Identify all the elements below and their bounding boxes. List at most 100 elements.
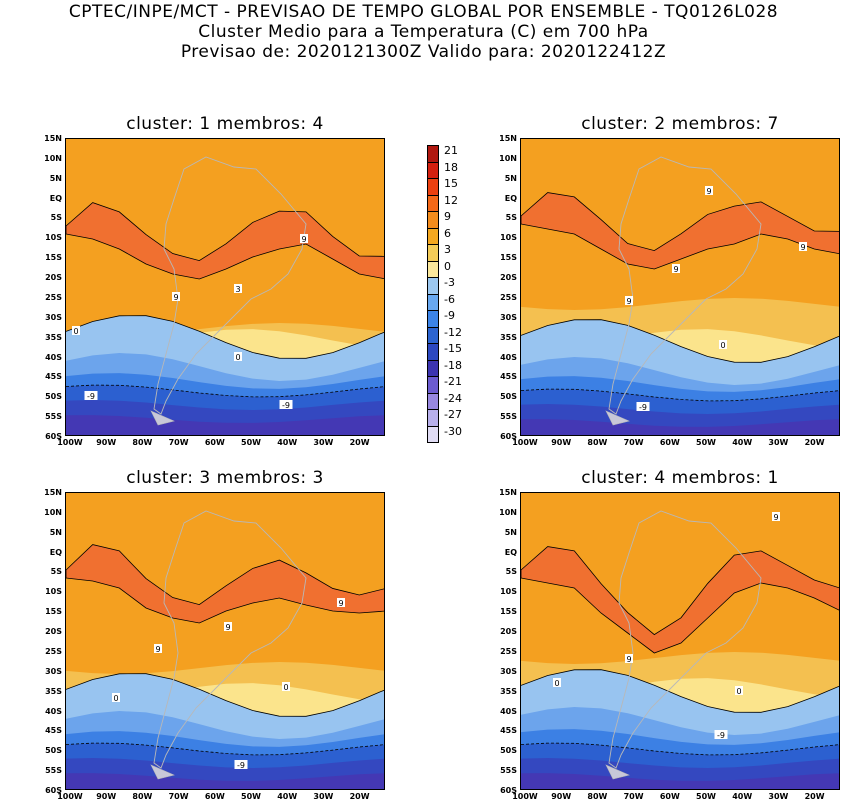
lat-tick-label: 55S bbox=[45, 412, 62, 422]
lat-tick-label: 30S bbox=[500, 666, 517, 676]
lat-tick-label: 20S bbox=[500, 273, 517, 283]
contour-minus9 bbox=[66, 742, 384, 756]
colorbar-segment bbox=[427, 145, 439, 163]
contour-label: 0 bbox=[282, 682, 290, 692]
lat-tick-label: 15S bbox=[45, 607, 62, 617]
lat-tick-label: 5S bbox=[50, 567, 62, 577]
colorbar-segment bbox=[427, 293, 439, 311]
lat-tick-label: 40S bbox=[500, 352, 517, 362]
colorbar-level-label: -24 bbox=[444, 391, 462, 405]
tierra-del-fuego bbox=[150, 410, 175, 426]
lon-tick-label: 70W bbox=[623, 792, 644, 801]
lon-tick-label: 50W bbox=[696, 438, 716, 447]
field-above-9 bbox=[521, 192, 839, 270]
lon-tick-label: 100W bbox=[57, 792, 83, 801]
panel-2-title: cluster: 2 membros: 7 bbox=[581, 114, 779, 134]
contour-label: 0 bbox=[735, 686, 743, 696]
lat-tick-label: EQ bbox=[504, 193, 517, 203]
lat-tick-label: EQ bbox=[49, 193, 62, 203]
map-panel-1: 9 9 3 0 0 -9 -9 bbox=[65, 138, 385, 436]
lat-tick-label: 40S bbox=[45, 706, 62, 716]
contour-label: 9 bbox=[337, 598, 345, 608]
field-below-minus15 bbox=[66, 415, 384, 435]
colorbar-level-label: 0 bbox=[444, 259, 451, 273]
lat-tick-label: 35S bbox=[45, 332, 62, 342]
contour-label: 9 bbox=[705, 186, 713, 196]
contour-label: 9 bbox=[672, 264, 680, 274]
colorbar-segment bbox=[427, 227, 439, 245]
lat-tick-label: 20S bbox=[45, 627, 62, 637]
lat-tick-label: 60S bbox=[45, 432, 62, 441]
lon-tick-label: 40W bbox=[277, 792, 298, 801]
svg-text:9: 9 bbox=[173, 293, 178, 302]
lon-tick-label: 40W bbox=[732, 792, 753, 801]
panel-3-title: cluster: 3 membros: 3 bbox=[126, 468, 324, 488]
lon-tick-label: 80W bbox=[132, 792, 153, 801]
contour-label: 9 bbox=[799, 242, 807, 252]
colorbar-level-label: 9 bbox=[444, 210, 451, 223]
contour-label: 9 bbox=[625, 654, 633, 664]
svg-text:0: 0 bbox=[73, 327, 78, 336]
colorbar-segment bbox=[427, 244, 439, 262]
field-below-minus15 bbox=[521, 773, 839, 789]
south-america-outline bbox=[153, 156, 307, 415]
lon-tick-label: 40W bbox=[732, 438, 753, 447]
lon-tick-label: 30W bbox=[768, 438, 789, 447]
svg-text:0: 0 bbox=[736, 687, 741, 696]
colorbar-segment bbox=[427, 343, 439, 361]
colorbar-segment bbox=[427, 161, 439, 179]
contour-0 bbox=[66, 673, 384, 717]
contour-minus9 bbox=[521, 742, 839, 756]
lat-tick-label: 45S bbox=[500, 372, 517, 382]
lon-tick-label: 20W bbox=[349, 438, 370, 447]
svg-text:9: 9 bbox=[338, 599, 343, 608]
svg-text:9: 9 bbox=[673, 265, 678, 274]
colorbar-level-label: -27 bbox=[444, 408, 462, 421]
lat-tick-label: 50S bbox=[45, 746, 62, 756]
svg-text:9: 9 bbox=[225, 623, 230, 632]
lon-tick-label: 50W bbox=[241, 438, 261, 447]
lat-tick-label: 10S bbox=[45, 587, 62, 597]
lon-tick-label: 60W bbox=[204, 792, 225, 801]
contour-label: 0 bbox=[112, 693, 120, 703]
south-america-outline bbox=[608, 510, 762, 769]
contour-label: 0 bbox=[553, 678, 561, 688]
contour-label: 9 bbox=[300, 234, 308, 244]
map-panel-3: 9 9 9 0 0 -9 bbox=[65, 492, 385, 790]
lat-tick-label: 55S bbox=[45, 766, 62, 776]
lon-tick-label: 20W bbox=[804, 438, 825, 447]
contour-label: 9 bbox=[772, 512, 780, 522]
lon-tick-label: 90W bbox=[96, 438, 117, 447]
tierra-del-fuego bbox=[605, 410, 630, 426]
svg-text:3: 3 bbox=[235, 285, 240, 294]
lat-tick-label: 35S bbox=[500, 686, 517, 696]
lon-tick-label: 60W bbox=[204, 438, 225, 447]
lat-tick-label: EQ bbox=[49, 547, 62, 557]
map-panel-4: 9 9 0 0 -9 bbox=[520, 492, 840, 790]
lat-tick-label: 25S bbox=[500, 292, 517, 302]
lon-tick-label: 20W bbox=[349, 792, 370, 801]
lat-tick-label: 5N bbox=[504, 173, 517, 183]
colorbar-segment bbox=[427, 425, 439, 443]
lon-tick-label: 100W bbox=[512, 792, 538, 801]
lat-tick-label: 15N bbox=[44, 134, 62, 143]
lat-tick-label: 5N bbox=[49, 173, 62, 183]
colorbar-segment bbox=[427, 392, 439, 410]
lon-tick-label: 100W bbox=[512, 438, 538, 447]
lon-tick-label: 90W bbox=[551, 438, 572, 447]
colorbar-segment bbox=[427, 211, 439, 229]
svg-text:-9: -9 bbox=[237, 761, 245, 770]
svg-text:0: 0 bbox=[720, 341, 725, 350]
lat-tick-label: 20S bbox=[500, 627, 517, 637]
svg-text:-9: -9 bbox=[717, 731, 725, 740]
lon-tick-label: 60W bbox=[659, 792, 680, 801]
lat-tick-label: 60S bbox=[45, 786, 62, 795]
lon-tick-label: 90W bbox=[551, 792, 572, 801]
lat-tick-label: 30S bbox=[45, 666, 62, 676]
svg-text:9: 9 bbox=[626, 655, 631, 664]
field-below-minus15 bbox=[66, 773, 384, 789]
lat-tick-label: 5N bbox=[504, 527, 517, 537]
lat-tick-label: 15S bbox=[45, 253, 62, 263]
lat-tick-label: 50S bbox=[500, 746, 517, 756]
lon-tick-label: 20W bbox=[804, 792, 825, 801]
